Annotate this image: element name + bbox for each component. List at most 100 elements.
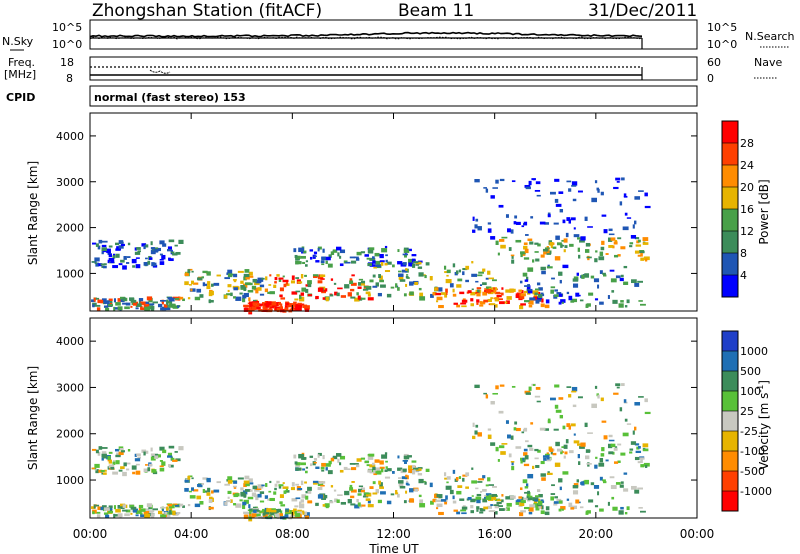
nave-tick-high: 60: [707, 56, 721, 69]
power-cell: [119, 296, 126, 300]
power-cell: [638, 239, 641, 243]
velocity-cell: [224, 501, 228, 506]
velocity-cell: [378, 480, 381, 485]
power-cell: [274, 277, 278, 281]
power-cell: [607, 295, 610, 299]
power-cell: [538, 299, 542, 302]
velocity-cell: [586, 463, 592, 465]
velocity-cell: [227, 490, 232, 495]
velocity-cell: [419, 503, 426, 508]
velocity-cell: [527, 444, 533, 448]
velocity-cell: [118, 451, 124, 456]
velocity-cell: [227, 496, 230, 499]
power-cell: [545, 299, 550, 304]
power-cell: [477, 226, 482, 231]
power-cell: [243, 304, 249, 308]
velocity-cell: [528, 386, 532, 391]
power-cell: [408, 258, 413, 264]
velocity-cell: [117, 505, 124, 509]
power-cell: [309, 256, 313, 260]
power-cell: [568, 188, 572, 192]
velocity-cell: [278, 509, 281, 513]
power-cell: [484, 288, 487, 292]
power-cell: [558, 271, 563, 276]
power-cell: [339, 263, 344, 267]
power-cell: [347, 292, 352, 297]
power-cell: [190, 288, 193, 292]
power-cell: [113, 298, 117, 303]
power-cell: [598, 256, 605, 261]
power-cell: [518, 289, 523, 292]
colorbar-segment: [722, 121, 738, 143]
velocity-cell: [101, 453, 107, 458]
colorbar-tick-label: 24: [740, 159, 754, 172]
power-cell: [530, 216, 534, 219]
power-cell: [511, 255, 514, 259]
velocity-cell: [364, 460, 369, 464]
velocity-cell: [429, 482, 433, 488]
power-cell: [168, 239, 175, 243]
colorbar-tick-label: 500: [740, 365, 761, 378]
velocity-cell: [445, 485, 452, 490]
power-cell: [130, 299, 137, 303]
velocity-cell: [549, 448, 554, 453]
power-cell: [262, 302, 265, 306]
velocity-cell: [122, 471, 127, 477]
power-cell: [187, 269, 191, 274]
power-cell: [149, 303, 155, 306]
power-cell: [527, 289, 533, 294]
power-cell: [414, 281, 419, 286]
nsearch-tick-high: 10^5: [707, 21, 737, 34]
power-cell: [457, 278, 463, 282]
power-cell: [150, 250, 156, 255]
power-cell: [330, 251, 335, 256]
power-cell: [634, 250, 640, 254]
colorbar-segment: [722, 143, 738, 165]
velocity-cell: [93, 504, 96, 509]
velocity-cell: [461, 512, 467, 515]
velocity-cell: [187, 475, 191, 480]
velocity-cell: [216, 481, 221, 484]
power-cell: [536, 282, 541, 286]
power-cell: [525, 234, 529, 236]
velocity-cell: [573, 440, 580, 444]
velocity-cell: [129, 504, 135, 508]
velocity-cell: [264, 495, 269, 499]
velocity-cell: [575, 499, 580, 504]
velocity-cell: [523, 427, 528, 432]
power-cell: [550, 243, 553, 249]
power-cell: [406, 274, 409, 276]
power-cell: [620, 300, 624, 303]
power-cell: [372, 256, 375, 259]
power-cell: [459, 291, 465, 295]
power-cell: [237, 270, 244, 273]
velocity-cell: [534, 499, 538, 502]
power-cell: [280, 297, 286, 300]
velocity-cell: [101, 505, 107, 510]
velocity-cell: [526, 492, 531, 497]
power-cell: [244, 282, 251, 286]
power-cell: [92, 304, 95, 308]
velocity-cell: [297, 509, 302, 513]
velocity-cell: [174, 451, 178, 453]
power-cell: [300, 255, 306, 259]
power-cell: [500, 244, 506, 249]
power-cell: [132, 265, 136, 268]
velocity-cell: [103, 469, 107, 472]
velocity-cell: [594, 385, 598, 389]
power-cell: [475, 280, 479, 283]
velocity-cell: [332, 455, 338, 460]
velocity-cell: [599, 476, 603, 481]
power-cell: [505, 300, 510, 305]
power-cell: [560, 299, 566, 303]
velocity-cell: [524, 491, 530, 494]
velocity-cell: [540, 473, 546, 477]
power-y-label: Slant Range [km]: [26, 161, 40, 265]
velocity-cell: [188, 490, 192, 493]
power-cell: [419, 292, 424, 298]
power-cell: [257, 277, 264, 282]
velocity-cell: [315, 466, 320, 469]
velocity-cell: [511, 466, 515, 471]
velocity-cell: [572, 490, 579, 495]
velocity-cell: [136, 510, 142, 514]
